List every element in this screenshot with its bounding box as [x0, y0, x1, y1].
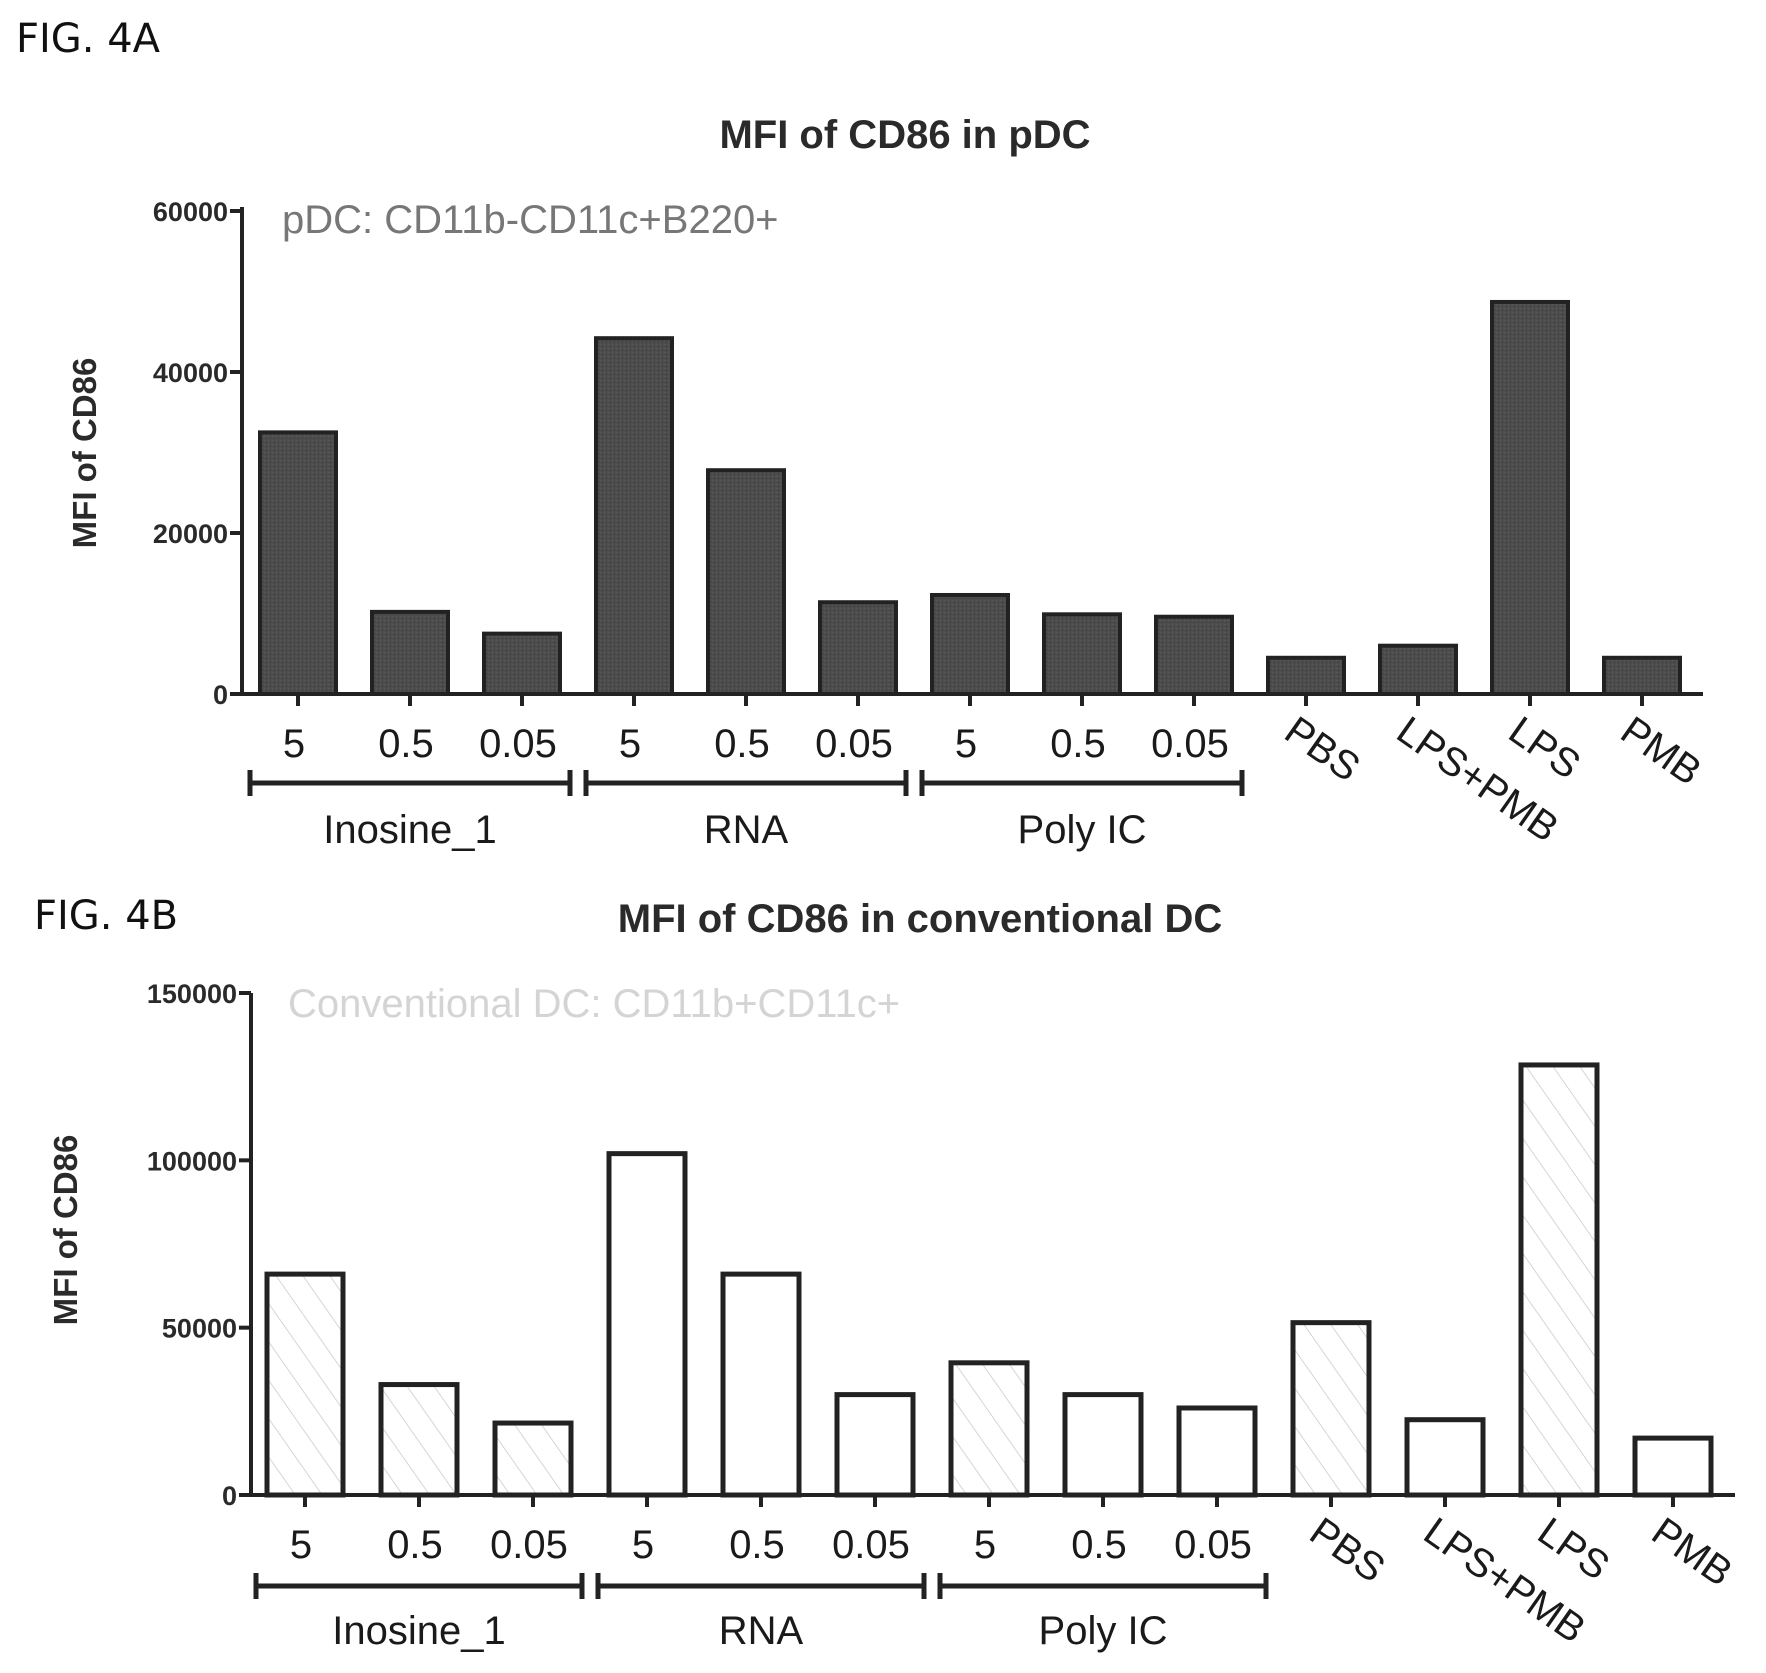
- y-tick-label: 40000: [153, 358, 228, 388]
- bar-6: [834, 1392, 916, 1498]
- bar-3: [492, 1420, 574, 1498]
- bar-11: [1404, 1417, 1486, 1498]
- bar-2: [370, 609, 450, 697]
- bar-10: [1290, 1320, 1372, 1498]
- y-axis-label: MFI of CD86: [47, 1135, 84, 1326]
- bar-8: [1042, 612, 1122, 696]
- category-label: PMB: [1644, 1509, 1740, 1595]
- category-label: 5: [955, 722, 977, 766]
- bar-11: [1378, 643, 1458, 697]
- category-label: 0.05: [1174, 1523, 1252, 1567]
- category-label: 0.05: [1151, 722, 1229, 766]
- bar-13: [1602, 655, 1682, 697]
- bar-5: [720, 1271, 802, 1498]
- bar-4: [594, 336, 674, 696]
- group-label: RNA: [704, 808, 789, 852]
- y-tick-label: 100000: [147, 1146, 237, 1176]
- bar-1: [264, 1271, 346, 1498]
- chart-title: MFI of CD86 in conventional DC: [618, 897, 1222, 941]
- chart-cd86-pdc: MFI of CD86 in pDC MFI of CD86 pDC: CD11…: [66, 113, 1709, 852]
- chart-title: MFI of CD86 in pDC: [719, 113, 1090, 157]
- bar-1: [258, 430, 338, 696]
- bars: [258, 299, 1682, 706]
- y-tick-label: 0: [222, 1481, 237, 1511]
- y-tick-labels: 0 50000 100000 150000: [147, 979, 251, 1511]
- bar-12: [1490, 299, 1570, 696]
- bar-7: [930, 592, 1010, 696]
- category-label: LPS: [1530, 1509, 1617, 1588]
- bar-9: [1154, 614, 1234, 696]
- y-tick-label: 20000: [153, 519, 228, 549]
- category-label: 0.5: [387, 1523, 443, 1567]
- group-label: Poly IC: [1039, 1609, 1168, 1653]
- category-label: 0.05: [490, 1523, 568, 1567]
- category-label: 0.05: [832, 1523, 910, 1567]
- bar-12: [1518, 1062, 1600, 1498]
- category-label: 0.05: [815, 722, 893, 766]
- bar-8: [1062, 1392, 1144, 1498]
- category-label: 5: [974, 1523, 996, 1567]
- bar-5: [706, 468, 786, 696]
- chart-annotation: Conventional DC: CD11b+CD11c+: [288, 982, 900, 1026]
- category-label: 5: [632, 1523, 654, 1567]
- bar-4: [606, 1151, 688, 1498]
- figure-label-4b: FIG. 4B: [34, 893, 179, 939]
- category-label: 0.5: [1050, 722, 1106, 766]
- category-label: 0.5: [1071, 1523, 1127, 1567]
- category-label: 0.5: [378, 722, 434, 766]
- category-label: 5: [290, 1523, 312, 1567]
- category-label: PBS: [1302, 1509, 1393, 1591]
- bar-2: [378, 1382, 460, 1498]
- y-axis-label: MFI of CD86: [66, 358, 103, 549]
- y-tick-label: 60000: [153, 197, 228, 227]
- group-label: Poly IC: [1018, 808, 1147, 852]
- group-brackets: Inosine_1 RNA Poly IC: [247, 770, 1245, 852]
- bar-6: [818, 600, 898, 696]
- group-label: Inosine_1: [332, 1609, 505, 1653]
- category-label: 0.05: [479, 722, 557, 766]
- category-label: 5: [283, 722, 305, 766]
- figure-label-4a: FIG. 4A: [16, 16, 161, 62]
- group-label: RNA: [719, 1609, 804, 1653]
- y-tick-label: 150000: [147, 979, 237, 1009]
- category-label: 0.5: [729, 1523, 785, 1567]
- group-brackets: Inosine_1 RNA Poly IC: [253, 1573, 1269, 1653]
- bar-9: [1176, 1405, 1258, 1498]
- category-label: 5: [619, 722, 641, 766]
- chart-annotation: pDC: CD11b-CD11c+B220+: [282, 198, 779, 242]
- y-tick-labels: 0 20000 40000 60000: [153, 197, 242, 710]
- y-tick-label: 50000: [162, 1314, 237, 1344]
- bars: [264, 1062, 1714, 1507]
- bar-7: [948, 1360, 1030, 1498]
- y-tick-label: 0: [213, 680, 228, 710]
- category-label: 0.5: [714, 722, 770, 766]
- bar-13: [1632, 1435, 1714, 1498]
- group-label: Inosine_1: [323, 808, 496, 852]
